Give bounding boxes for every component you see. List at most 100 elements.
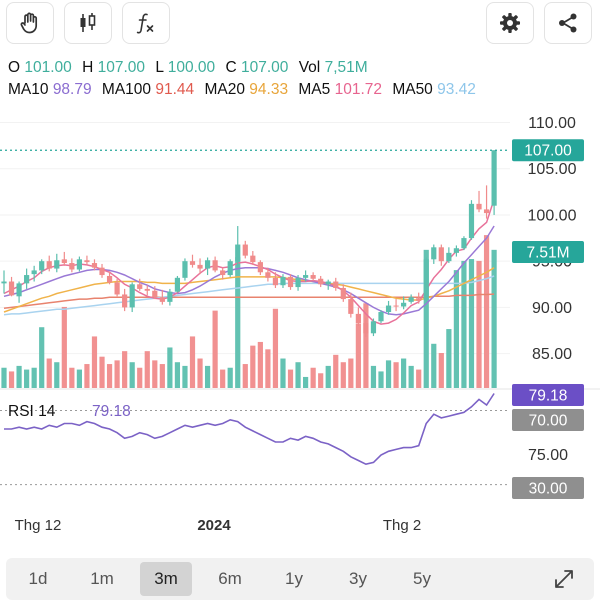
price-tick-label: 85.00 bbox=[532, 346, 572, 363]
volume-bar bbox=[220, 369, 226, 388]
hand-tool-button[interactable] bbox=[6, 2, 54, 44]
ma100-value: 91.44 bbox=[155, 81, 195, 98]
volume-bar bbox=[144, 351, 150, 388]
candle-body bbox=[431, 247, 437, 260]
volume-bar bbox=[54, 362, 60, 388]
last-price-text: 107.00 bbox=[524, 143, 572, 160]
candle-body bbox=[114, 282, 120, 295]
rsi-value-badge bbox=[512, 384, 584, 406]
volume-bar bbox=[378, 371, 384, 388]
settings-button[interactable] bbox=[486, 2, 534, 44]
range-6m-button[interactable]: 6m bbox=[218, 569, 242, 588]
candle-body bbox=[468, 203, 475, 239]
candle-body bbox=[446, 252, 452, 262]
volume-bar bbox=[438, 353, 444, 388]
last-price-badge bbox=[512, 139, 584, 162]
candle-body bbox=[129, 284, 135, 308]
ma50-value: 93.42 bbox=[437, 81, 476, 98]
candle-body bbox=[16, 283, 22, 297]
volume-bar bbox=[363, 303, 369, 388]
volume-bar bbox=[318, 373, 324, 388]
volume-bar bbox=[461, 260, 467, 388]
ma10-value: 98.79 bbox=[52, 81, 92, 98]
close-value: 107.00 bbox=[240, 59, 289, 76]
rsi-value: 79.18 bbox=[92, 403, 131, 420]
ma20-label: MA20 bbox=[204, 81, 245, 98]
indicators-button[interactable] bbox=[122, 2, 170, 44]
range-1d-button[interactable]: 1d bbox=[28, 569, 48, 588]
range-3m-button[interactable]: 3m bbox=[140, 562, 192, 596]
ma100-line bbox=[3, 293, 495, 310]
chart-type-button[interactable] bbox=[64, 2, 112, 44]
candle-body bbox=[242, 244, 248, 256]
fullscreen-button[interactable] bbox=[544, 564, 584, 594]
range-3y-button[interactable]: 3y bbox=[349, 569, 367, 588]
ohlc-readout: O 101.00 H 107.00 L 100.00 C 107.00 Vol … bbox=[8, 59, 374, 77]
volume-bar bbox=[423, 249, 429, 388]
volume-bar bbox=[431, 343, 437, 388]
candle-body bbox=[144, 288, 150, 291]
volume-bar bbox=[416, 369, 422, 388]
candle-body bbox=[137, 284, 143, 289]
volume-bar bbox=[370, 365, 377, 388]
candle-body bbox=[250, 255, 256, 263]
share-button[interactable] bbox=[544, 2, 592, 44]
candle-body bbox=[76, 259, 82, 270]
volume-label: Vol bbox=[298, 59, 321, 76]
volume-bar bbox=[257, 341, 263, 388]
ma50-label: MA50 bbox=[392, 81, 433, 98]
candle-body bbox=[227, 261, 233, 276]
x-axis-label: Thg 12 bbox=[15, 517, 62, 534]
candle-body bbox=[401, 302, 407, 307]
volume-bar bbox=[227, 367, 233, 388]
candle-body bbox=[355, 313, 361, 324]
price-tick-label: 105.00 bbox=[528, 161, 577, 178]
volume-bar bbox=[242, 364, 248, 388]
volume-bar bbox=[197, 358, 203, 388]
range-1m-button[interactable]: 1m bbox=[90, 569, 114, 588]
candle-body bbox=[84, 260, 90, 263]
volume-bar bbox=[340, 362, 346, 388]
candle-body bbox=[122, 294, 128, 308]
price-chart[interactable]: 107.00110.00105.00100.0095.0090.0085.007… bbox=[0, 0, 600, 550]
candle-body bbox=[416, 298, 422, 301]
volume-bar bbox=[295, 362, 301, 388]
open-label: O bbox=[8, 59, 21, 76]
rsi-label: RSI 14 bbox=[8, 403, 56, 420]
candle-body bbox=[491, 150, 497, 206]
range-5y-button[interactable]: 5y bbox=[413, 569, 431, 588]
range-1y-button[interactable]: 1y bbox=[285, 569, 303, 588]
volume-bar bbox=[122, 351, 128, 388]
candle-body bbox=[106, 275, 113, 283]
candle-body bbox=[159, 297, 165, 302]
candle-body bbox=[257, 262, 263, 273]
volume-bar bbox=[468, 259, 475, 388]
low-value: 100.00 bbox=[167, 59, 216, 76]
candle-body bbox=[423, 259, 429, 301]
candle-body bbox=[61, 259, 67, 264]
rsi-70-badge-text: 70.00 bbox=[529, 413, 568, 430]
candle-body bbox=[453, 248, 459, 253]
volume-bar bbox=[476, 260, 482, 388]
volume-bar bbox=[303, 376, 309, 388]
candle-body bbox=[8, 281, 15, 296]
volume-bar bbox=[491, 249, 497, 388]
candle-body bbox=[99, 267, 105, 276]
x-axis-label: Thg 2 bbox=[383, 517, 421, 534]
volume-bar bbox=[453, 270, 459, 388]
volume-bar bbox=[250, 345, 256, 388]
x-axis-label: 2024 bbox=[197, 517, 231, 534]
candle-body bbox=[54, 260, 60, 269]
ma20-line bbox=[3, 267, 495, 313]
volume-bar bbox=[137, 367, 143, 388]
hand-icon bbox=[20, 12, 38, 34]
volume-bar bbox=[39, 327, 45, 388]
ma20-value: 94.33 bbox=[249, 81, 289, 98]
candle-body bbox=[303, 275, 309, 278]
candle-body bbox=[340, 287, 346, 300]
candle-body bbox=[280, 276, 286, 286]
volume-bar bbox=[182, 365, 188, 388]
candle-body bbox=[318, 278, 324, 285]
volume-bar bbox=[167, 347, 173, 388]
candle-body bbox=[378, 312, 384, 322]
